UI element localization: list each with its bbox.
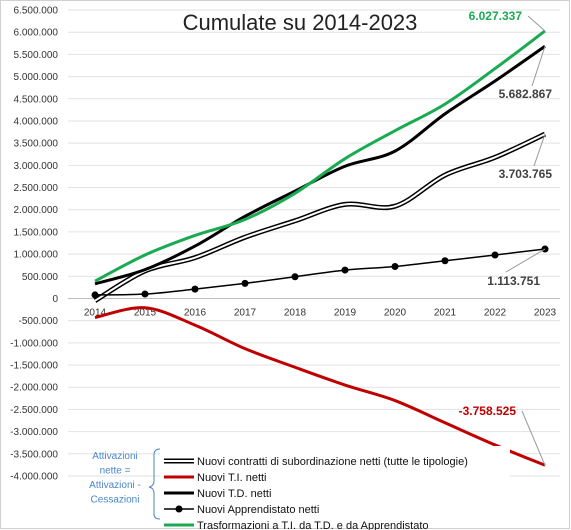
side-note-bracket: [148, 448, 161, 520]
y-tick-label: 2.000.000: [14, 205, 59, 216]
side-note-line: Cessazioni: [91, 495, 140, 506]
y-tick-label: -500.000: [19, 316, 59, 327]
y-tick-label: 6.500.000: [14, 6, 59, 17]
callout-leader: [533, 133, 546, 167]
y-tick-label: 5.500.000: [14, 50, 59, 61]
y-tick-label: -4.000.000: [10, 472, 58, 483]
series-line-2: [94, 306, 546, 467]
data-label: 1.113.751: [487, 274, 540, 288]
series-marker: [341, 266, 349, 274]
x-tick-label: 2017: [234, 307, 257, 318]
x-tick-label: 2016: [184, 307, 207, 318]
series-marker: [141, 290, 149, 298]
series-line-5: [94, 29, 546, 283]
legend-marker: [175, 505, 183, 513]
side-note-line: Attivazioni -: [89, 480, 141, 491]
side-note-line: Attivazioni: [92, 451, 138, 462]
series-layer: [91, 29, 549, 467]
x-tick-label: 2020: [384, 307, 407, 318]
callout-leader: [531, 46, 546, 87]
series-marker: [91, 291, 99, 299]
y-tick-label: -1.000.000: [10, 338, 58, 349]
series-marker: [191, 285, 199, 293]
series-marker: [391, 263, 399, 271]
axis-layer: 6.500.000 6.000.000 5.500.000 5.000.000 4.50…: [10, 6, 560, 483]
series-line-1-inner: [94, 133, 546, 302]
y-tick-label: -3.500.000: [10, 449, 58, 460]
data-label: 5.682.867: [499, 87, 553, 101]
side-note-line: nette =: [100, 466, 131, 477]
series-marker: [491, 251, 499, 259]
legend-label: Nuovi Apprendistato netti: [197, 504, 319, 516]
legend: Nuovi contratti di subordinazione netti …: [160, 446, 510, 530]
x-tick-label: 2021: [434, 307, 457, 318]
data-label: -3.758.525: [459, 404, 517, 418]
callout-leader: [521, 410, 546, 466]
y-tick-label: -3.000.000: [10, 427, 58, 438]
x-tick-label: 2015: [134, 307, 157, 318]
chart-title: Cumulate su 2014-2023: [183, 10, 418, 35]
y-tick-label: -1.500.000: [10, 361, 58, 372]
x-tick-label: 2023: [534, 307, 557, 318]
callout-layer: 6.027.337 5.682.867 3.703.765 1.113.751 -3.7…: [459, 9, 553, 466]
y-tick-label: -2.000.000: [10, 383, 58, 394]
series-marker: [441, 257, 449, 265]
y-tick-label: 4.500.000: [14, 94, 59, 105]
y-tick-label: 1.500.000: [14, 227, 59, 238]
series-marker: [241, 279, 249, 287]
y-tick-label: 1.000.000: [14, 250, 59, 261]
x-tick-label: 2018: [284, 307, 307, 318]
x-tick-label: 2014: [84, 307, 107, 318]
y-tick-label: 4.000.000: [14, 116, 59, 127]
y-tick-label: 6.000.000: [14, 28, 59, 39]
y-tick-label: 5.000.000: [14, 72, 59, 83]
series-line-3: [94, 45, 546, 286]
y-tick-label: 2.500.000: [14, 183, 59, 194]
legend-label: Nuovi contratti di subordinazione netti …: [197, 456, 468, 468]
legend-label: Nuovi T.I. netti: [197, 472, 267, 484]
legend-background: [160, 446, 510, 526]
data-label: 3.703.765: [499, 167, 553, 181]
series-marker: [291, 273, 299, 281]
x-tick-label: 2019: [334, 307, 357, 318]
callout-leader: [505, 248, 546, 273]
x-tick-label: 2022: [484, 307, 507, 318]
y-tick-label: 3.000.000: [14, 161, 59, 172]
y-tick-label: 0: [52, 294, 58, 305]
legend-label: Trasformazioni a T.I. da T.D. e da Appre…: [197, 520, 429, 530]
side-note: Attivazioni nette = Attivazioni - Cessazion…: [89, 448, 161, 520]
y-tick-label: -2.500.000: [10, 405, 58, 416]
data-label: 6.027.337: [469, 9, 523, 23]
legend-label: Nuovi T.D. netti: [197, 488, 271, 500]
y-tick-label: 500.000: [22, 272, 59, 283]
series-line-4: [94, 248, 546, 296]
callout-leader: [527, 15, 546, 32]
y-tick-label: 3.500.000: [14, 139, 59, 150]
